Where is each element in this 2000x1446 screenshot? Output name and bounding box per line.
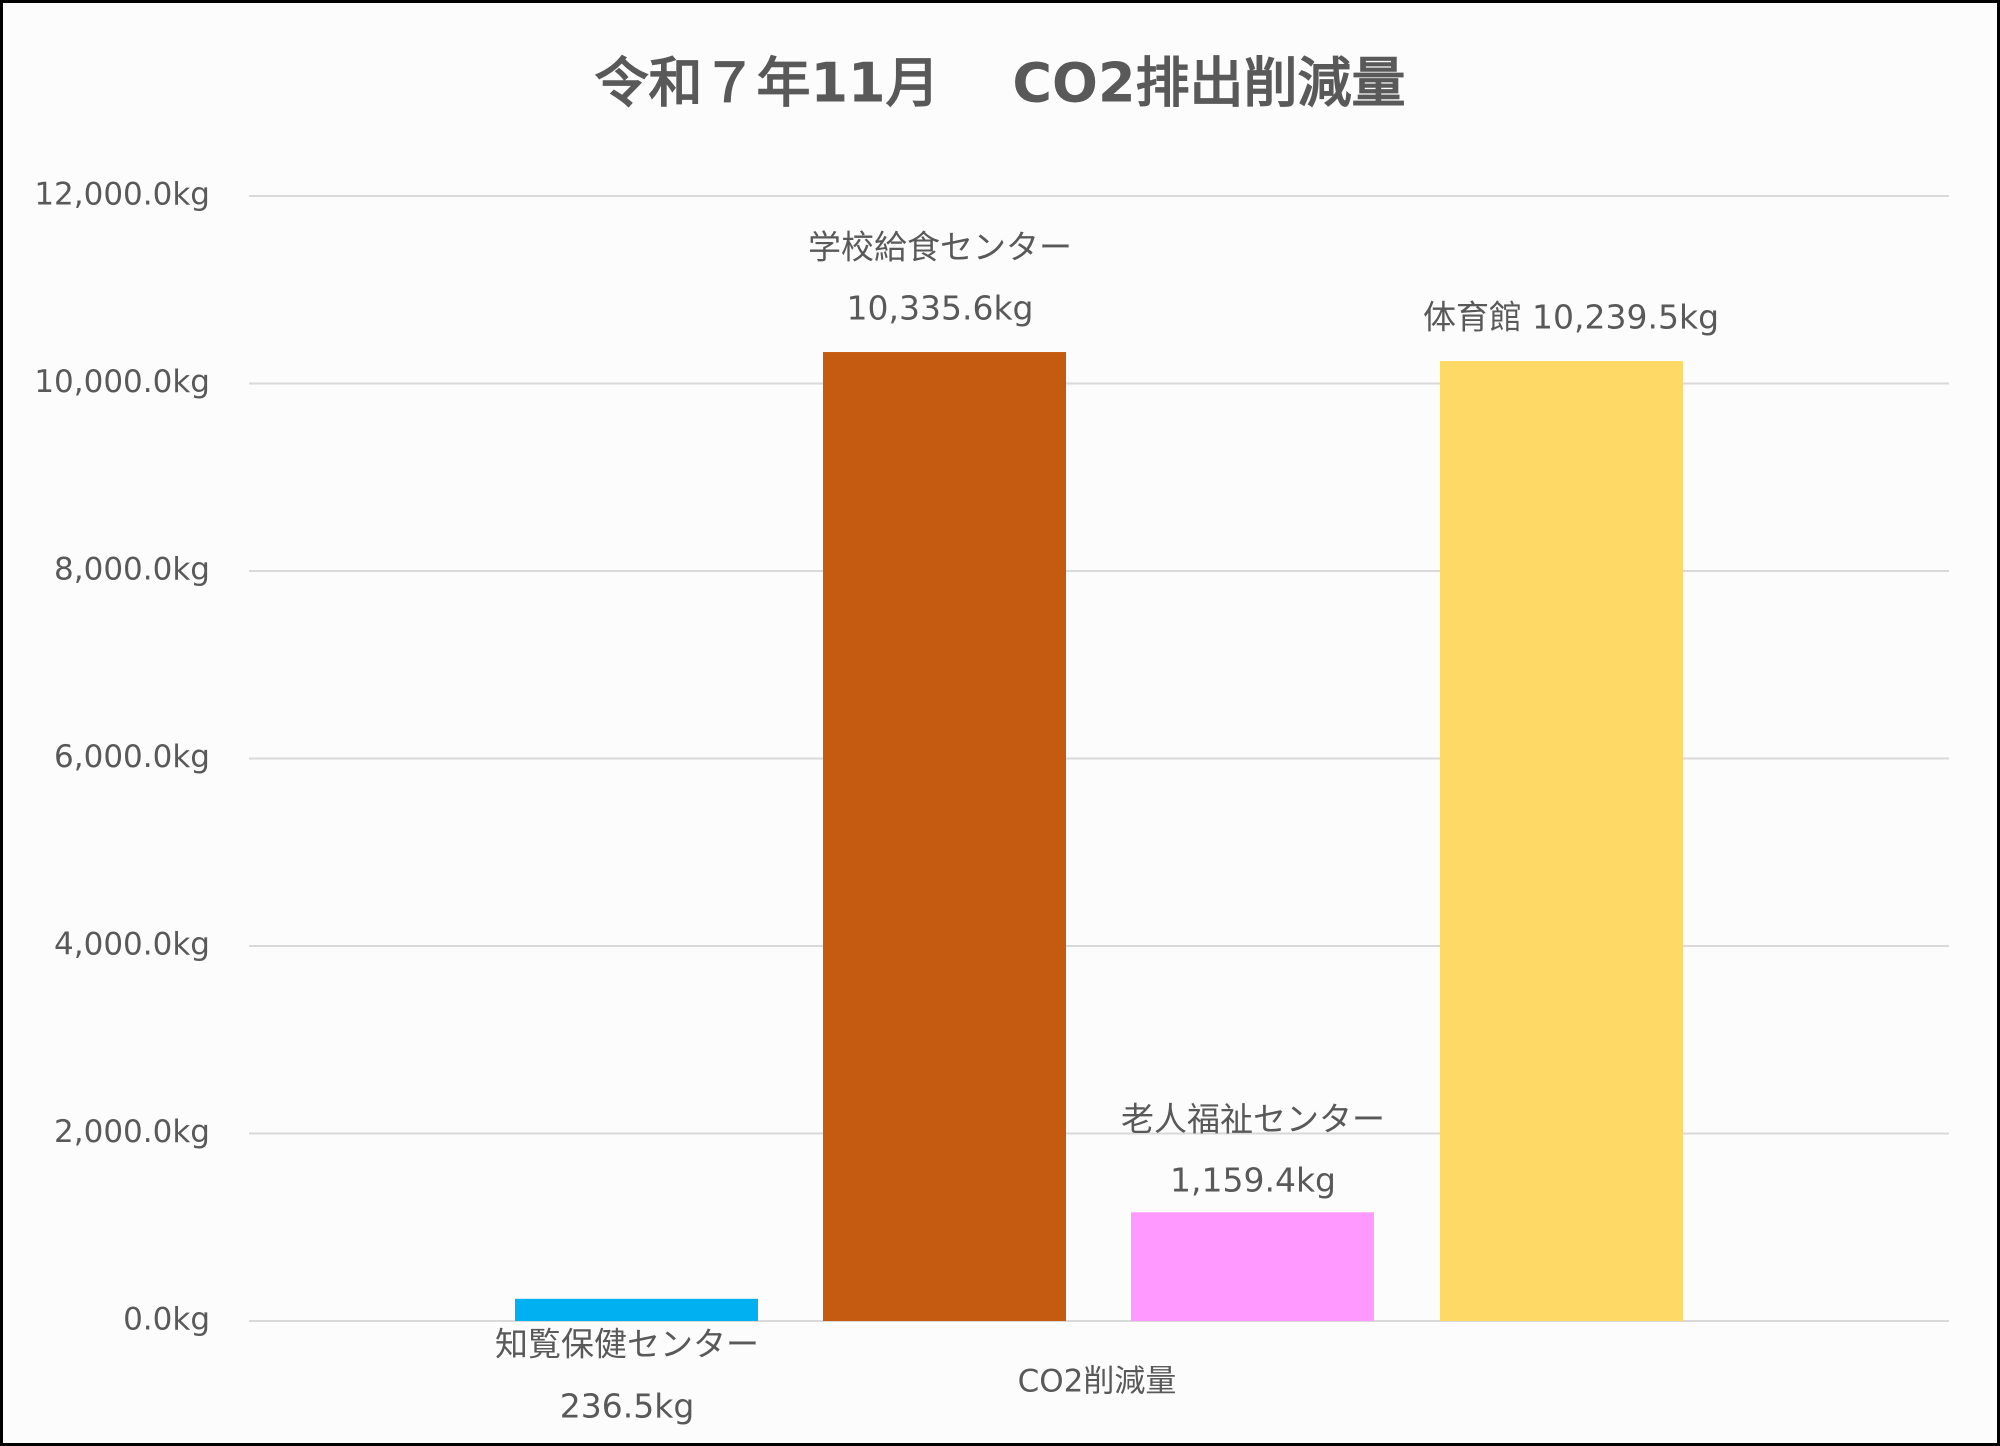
data-label-value: 1,159.4kg: [1170, 1161, 1336, 1200]
bar: [823, 352, 1066, 1322]
y-tick-label: 2,000.0kg: [54, 1114, 210, 1150]
data-label-value: 10,239.5kg: [1532, 298, 1719, 337]
bar: [515, 1298, 758, 1321]
data-label-name: 知覧保健センター: [495, 1325, 759, 1364]
chart-title: 令和７年11月 CO2排出削減量: [594, 52, 1405, 115]
x-tick-label: CO2削減量: [1018, 1364, 1177, 1400]
bar: [1131, 1212, 1374, 1321]
y-tick-label: 0.0kg: [123, 1302, 210, 1338]
y-tick-label: 8,000.0kg: [54, 552, 210, 588]
y-tick-label: 10,000.0kg: [34, 364, 210, 400]
data-label-name: 体育館: [1423, 298, 1522, 337]
y-tick-label: 12,000.0kg: [34, 177, 210, 213]
y-tick-label: 6,000.0kg: [54, 739, 210, 775]
bar: [1440, 361, 1683, 1321]
data-label-value: 236.5kg: [560, 1387, 695, 1426]
data-label-name: 学校給食センター: [808, 228, 1072, 267]
y-tick-label: 4,000.0kg: [54, 927, 210, 963]
data-label-value: 10,335.6kg: [846, 289, 1033, 328]
data-label-name: 老人福祉センター: [1121, 1100, 1385, 1139]
